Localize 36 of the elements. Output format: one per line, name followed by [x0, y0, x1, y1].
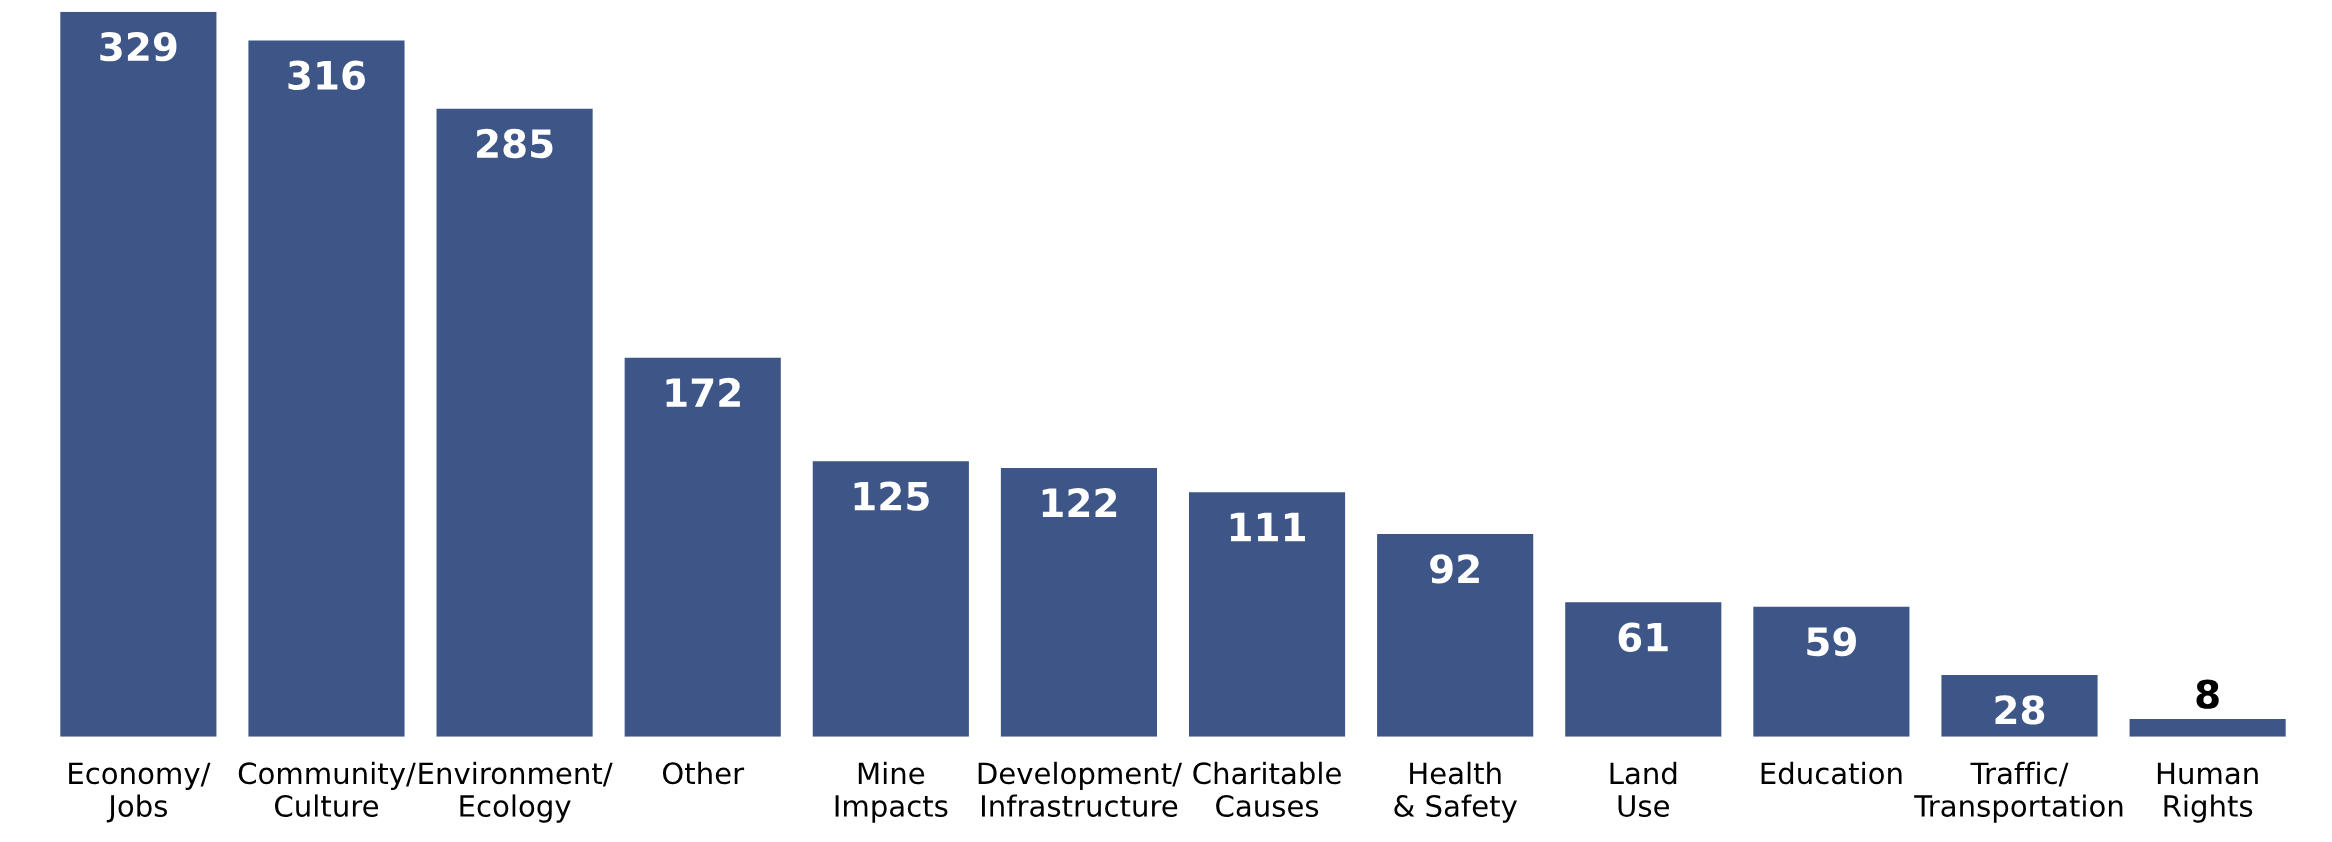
bar [1000, 467, 1158, 737]
x-tick-label: Community/ Culture [238, 761, 416, 817]
x-tick-label: Charitable Causes [1193, 761, 1341, 817]
bar [248, 40, 405, 737]
bar [1565, 602, 1722, 737]
bar [1753, 606, 1910, 737]
x-tick-label: Economy/ Jobs [69, 762, 211, 823]
data-label: 125 [854, 481, 929, 511]
x-tick-label: Land Use [1610, 761, 1677, 817]
data-label: 92 [1430, 554, 1479, 584]
x-tick-label: Human Rights [2157, 762, 2258, 823]
x-tick-label: Health & Safety [1394, 761, 1517, 823]
bar [436, 108, 593, 737]
data-label: 8 [2196, 679, 2219, 709]
x-tick-label: Education [1761, 761, 1902, 785]
bar [1188, 492, 1346, 737]
bar [1941, 675, 2098, 737]
x-tick-label: Traffic/ Transportation [1914, 761, 2123, 823]
data-label: 285 [477, 128, 553, 159]
data-label: 59 [1807, 626, 1856, 657]
bar [2129, 719, 2286, 737]
data-label: 28 [1995, 695, 2045, 725]
x-tick-label: Other [662, 761, 745, 785]
data-label: 111 [1230, 512, 1305, 542]
data-label: 122 [1042, 488, 1117, 517]
x-tick-label: Mine Impacts [835, 761, 948, 823]
x-tick-label: Development/ Infrastructure [978, 761, 1183, 817]
bar [1377, 534, 1534, 737]
data-label: 316 [288, 60, 365, 90]
bar [624, 357, 781, 737]
x-tick-label: Environment/ Ecology [419, 761, 613, 823]
bar [812, 461, 969, 737]
data-label: 172 [666, 377, 740, 407]
bar [60, 11, 217, 737]
data-label: 329 [100, 31, 177, 62]
data-label: 61 [1618, 622, 1668, 652]
